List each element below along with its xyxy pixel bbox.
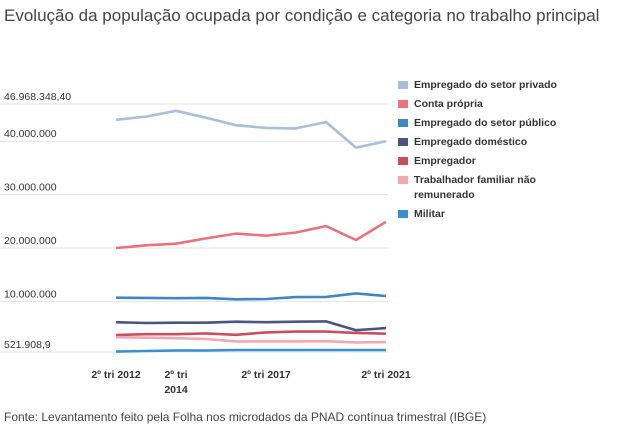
series-line bbox=[115, 330, 387, 337]
source-note: Fonte: Levantamento feito pela Folha nos… bbox=[4, 410, 487, 424]
gridlines bbox=[0, 103, 388, 353]
legend-item: Trabalhador familiar não remunerado bbox=[398, 173, 598, 203]
series-line bbox=[115, 292, 387, 301]
x-tick-label: 2º tri 2017 bbox=[241, 369, 291, 381]
legend-item: Conta própria bbox=[398, 97, 598, 112]
y-tick-label: 521.908,9 bbox=[4, 339, 51, 351]
legend-label: Conta própria bbox=[414, 98, 483, 110]
legend-swatch bbox=[398, 119, 408, 127]
series-lines bbox=[115, 109, 387, 353]
legend-item: Militar bbox=[398, 207, 598, 222]
series-line bbox=[115, 348, 386, 353]
x-axis-ticks: 2º tri 2012 2º tri 2014 2º tri 2017 2º tri 2… bbox=[91, 369, 411, 396]
legend-swatch bbox=[398, 210, 408, 218]
y-tick-label: 46.968.348,40 bbox=[4, 91, 71, 103]
legend-item: Empregador bbox=[398, 154, 598, 169]
legend-label: Empregado do setor público bbox=[414, 117, 557, 129]
legend-label: Militar bbox=[414, 208, 445, 220]
x-tick-label: 2º tri 2012 bbox=[91, 369, 141, 381]
x-tick-label: 2º tri 2014 bbox=[164, 369, 188, 396]
legend-swatch bbox=[398, 176, 408, 184]
series-line bbox=[115, 320, 387, 332]
legend-label: Empregador bbox=[414, 155, 476, 167]
legend: Empregado do setor privado Conta própria E… bbox=[398, 78, 598, 226]
legend-swatch bbox=[398, 157, 408, 165]
legend-item: Empregado do setor privado bbox=[398, 78, 598, 93]
line-chart: 46.968.348,40 40.000.000 30.000.000 20.000.… bbox=[0, 91, 411, 396]
legend-swatch bbox=[398, 100, 408, 108]
legend-swatch bbox=[398, 138, 408, 146]
y-tick-label: 30.000.000 bbox=[4, 182, 57, 194]
legend-label: Empregado do setor privado bbox=[414, 79, 557, 91]
y-axis-ticks: 46.968.348,40 40.000.000 30.000.000 20.000.… bbox=[4, 91, 71, 351]
series-line bbox=[115, 335, 387, 344]
y-tick-label: 40.000.000 bbox=[4, 128, 57, 140]
legend-item: Empregado do setor público bbox=[398, 116, 598, 131]
legend-label: Empregado doméstico bbox=[414, 136, 528, 148]
legend-label: Trabalhador familiar não remunerado bbox=[414, 174, 536, 201]
series-line bbox=[115, 220, 387, 250]
legend-item: Empregado doméstico bbox=[398, 135, 598, 150]
y-tick-label: 20.000.000 bbox=[4, 235, 57, 247]
chart-title: Evolução da população ocupada por condiç… bbox=[4, 6, 600, 25]
series-line bbox=[115, 109, 387, 149]
legend-swatch bbox=[398, 81, 408, 89]
x-tick-label: 2º tri 2021 bbox=[361, 369, 411, 381]
y-tick-label: 10.000.000 bbox=[4, 288, 57, 300]
